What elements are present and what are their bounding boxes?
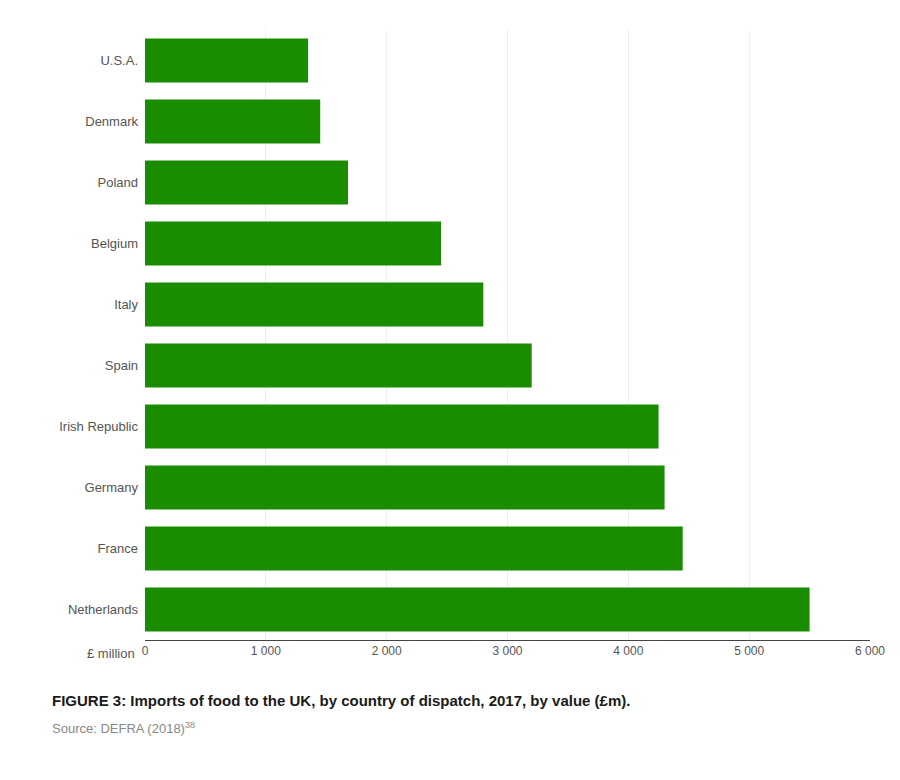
svg-text:6 000: 6 000 [855, 644, 885, 658]
svg-text:2 000: 2 000 [372, 644, 402, 658]
svg-text:Denmark: Denmark [85, 114, 138, 129]
svg-text:4 000: 4 000 [613, 644, 643, 658]
svg-text:U.S.A.: U.S.A. [100, 53, 138, 68]
svg-text:1 000: 1 000 [251, 644, 281, 658]
svg-text:Poland: Poland [98, 175, 138, 190]
svg-text:Italy: Italy [114, 297, 138, 312]
svg-text:0: 0 [142, 644, 149, 658]
svg-text:Germany: Germany [85, 480, 139, 495]
svg-text:Belgium: Belgium [91, 236, 138, 251]
svg-text:Spain: Spain [105, 358, 138, 373]
svg-text:Irish Republic: Irish Republic [59, 419, 138, 434]
svg-text:3 000: 3 000 [492, 644, 522, 658]
svg-text:5 000: 5 000 [734, 644, 764, 658]
svg-text:France: France [98, 541, 138, 556]
svg-text:Source: DEFRA (2018)​38​: Source: DEFRA (2018)​38​ [52, 720, 195, 736]
svg-text:FIGURE 3: Imports of food to t: FIGURE 3: Imports of food to the UK, by … [52, 692, 630, 709]
svg-text:Netherlands: Netherlands [68, 602, 139, 617]
svg-text:£ million: £ million [87, 646, 135, 661]
